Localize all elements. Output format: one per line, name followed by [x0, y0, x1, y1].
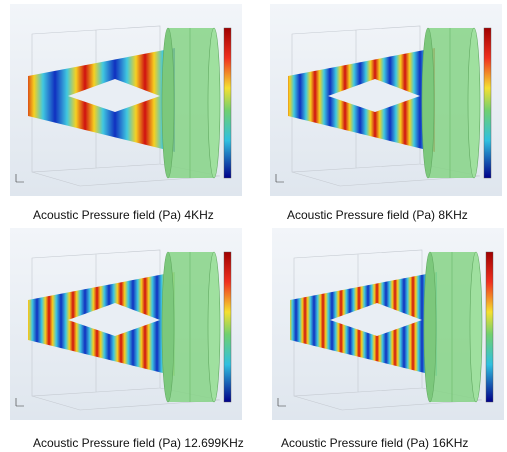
simulation-image [10, 228, 242, 420]
cylinder [162, 252, 220, 402]
cylinder [162, 28, 220, 178]
caption: Acoustic Pressure field (Pa) 12.699KHz [33, 436, 244, 450]
cylinder [424, 252, 482, 402]
colorbar [224, 28, 231, 178]
simulation-image [270, 4, 502, 196]
colorbar [486, 252, 493, 402]
figure: Acoustic Pressure field (Pa) 4KHz Acoust… [0, 0, 507, 452]
caption: Acoustic Pressure field (Pa) 4KHz [33, 208, 214, 222]
simulation-image [272, 228, 504, 420]
colorbar [484, 28, 491, 178]
colorbar [224, 252, 231, 402]
simulation-image [10, 4, 242, 196]
caption: Acoustic Pressure field (Pa) 16KHz [281, 436, 468, 450]
caption: Acoustic Pressure field (Pa) 8KHz [287, 208, 468, 222]
cylinder [422, 28, 480, 178]
